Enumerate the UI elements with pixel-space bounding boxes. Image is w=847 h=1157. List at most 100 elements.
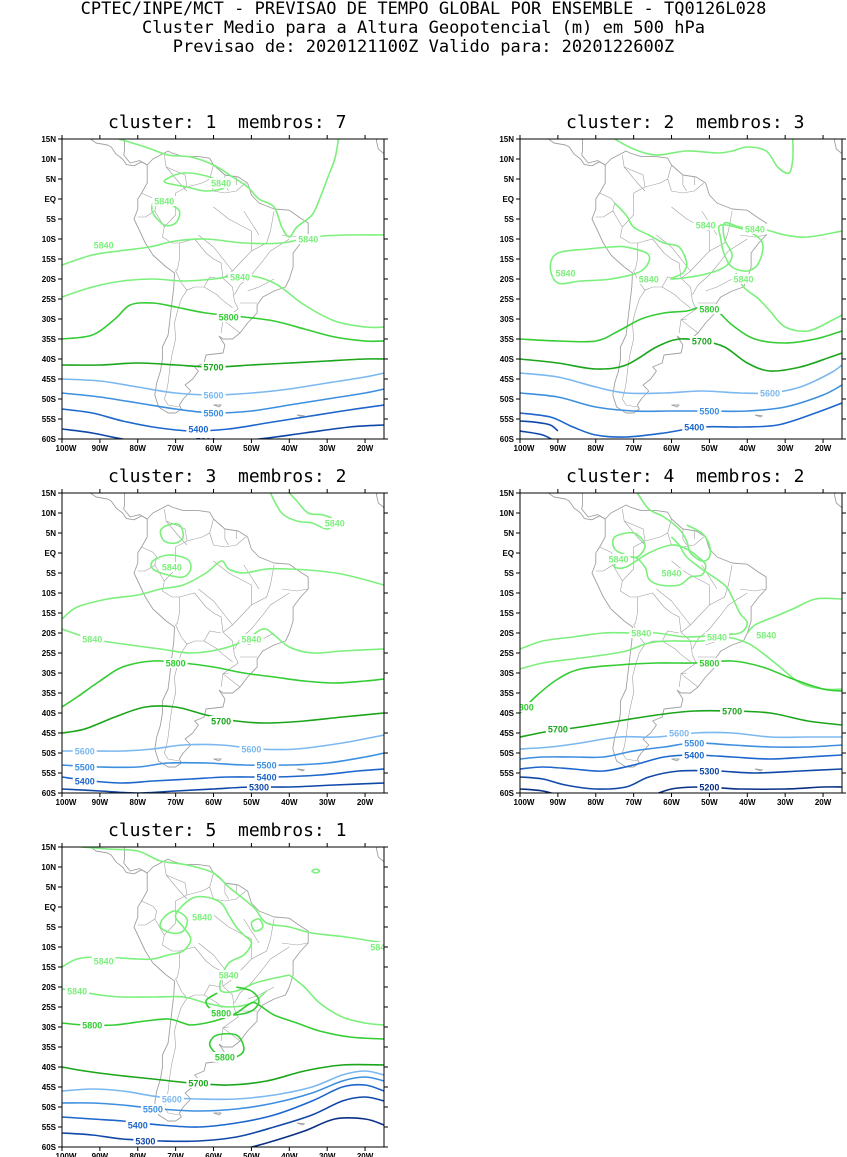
- contour-label: 5500: [699, 406, 719, 416]
- coastline-south-georgia: [296, 768, 305, 772]
- lon-tick-label: 70W: [167, 798, 184, 807]
- lat-tick-label: 10S: [42, 589, 57, 598]
- contour-5840: [62, 895, 290, 994]
- contour-label-bg: [254, 760, 279, 770]
- contour-label-bg: [91, 240, 116, 250]
- contour-5400: [62, 1083, 384, 1128]
- contour-label: 5400: [128, 1120, 148, 1130]
- contour-5840: [62, 234, 384, 266]
- contour-label: 5840: [94, 240, 114, 250]
- contour-label: 5840: [67, 986, 87, 996]
- lat-tick-label: 40S: [42, 709, 57, 718]
- map-frame: [519, 492, 843, 794]
- contour-5600: [520, 364, 842, 395]
- country-border: [633, 597, 638, 626]
- country-border: [661, 286, 691, 309]
- contour-label: 5600: [241, 744, 261, 754]
- contour-5700: [520, 709, 842, 738]
- lat-tick-label: 60S: [500, 789, 515, 798]
- contour-label-bg: [91, 956, 116, 966]
- contour-label-bg: [629, 628, 654, 638]
- lat-tick-label: 45S: [500, 375, 515, 384]
- lat-tick-label: EQ: [44, 549, 56, 558]
- lon-tick-label: 80W: [588, 444, 605, 453]
- contour-5840: [150, 554, 192, 579]
- lat-tick-label: 40S: [42, 1063, 57, 1072]
- contour-5300: [62, 424, 384, 439]
- lat-tick-label: 40S: [500, 709, 515, 718]
- contour-label: 5400: [684, 422, 704, 432]
- lat-tick-label: 5S: [46, 923, 56, 932]
- country-border: [175, 243, 180, 272]
- contour-label: 5800: [215, 1052, 235, 1062]
- lat-tick-label: 5N: [46, 175, 56, 184]
- contour-5200: [248, 1117, 384, 1147]
- contour-label-bg: [72, 762, 97, 772]
- lat-tick-label: 45S: [42, 729, 57, 738]
- lon-tick-label: 20W: [815, 444, 832, 453]
- country-border: [137, 546, 158, 572]
- contour-5840: [717, 223, 764, 272]
- coastline-south-america: [591, 504, 767, 768]
- contour-label-bg: [720, 706, 745, 716]
- country-border: [620, 508, 699, 688]
- contour-5840: [159, 523, 185, 545]
- country-border: [739, 234, 767, 238]
- lat-tick-label: 20S: [42, 983, 57, 992]
- cluster-title: cluster: 1 membros: 7: [108, 112, 347, 133]
- cluster-title: cluster: 3 membros: 2: [108, 466, 347, 487]
- contour-label-bg: [693, 220, 718, 230]
- lat-tick-label: 50S: [500, 395, 515, 404]
- contour-5840: [549, 245, 651, 285]
- contour-label-bg: [193, 436, 218, 439]
- contour-label-bg: [322, 518, 347, 528]
- lon-tick-label: 30W: [319, 1152, 336, 1157]
- contour-5800: [62, 1001, 384, 1040]
- contour-label-bg: [186, 424, 211, 434]
- country-border: [163, 998, 188, 1116]
- contour-label-bg: [216, 970, 241, 980]
- coastline-falklands: [213, 404, 222, 408]
- coastline-south-america: [133, 858, 309, 1122]
- lat-tick-label: 5N: [504, 175, 514, 184]
- lon-tick-label: 20W: [815, 798, 832, 807]
- contour-5200: [62, 1149, 153, 1151]
- contour-5800: [62, 301, 384, 343]
- coastline-south-america: [133, 150, 309, 414]
- contour-5300: [520, 420, 559, 432]
- contour-label: 5840: [162, 562, 182, 572]
- contour-label-bg: [163, 658, 188, 668]
- lat-tick-label: 15S: [500, 609, 515, 618]
- contour-label: 5840: [631, 628, 651, 638]
- lat-tick-label: 10S: [500, 589, 515, 598]
- country-border: [198, 588, 233, 626]
- lon-tick-label: 60W: [205, 798, 222, 807]
- country-border: [595, 546, 616, 572]
- contour-label: 5700: [548, 724, 568, 734]
- country-border: [247, 278, 275, 292]
- country-border: [739, 588, 767, 592]
- lon-tick-label: 20W: [357, 1152, 374, 1157]
- contour-label: 5500: [257, 760, 277, 770]
- contour-5700: [62, 1063, 384, 1086]
- contour-5840: [611, 531, 646, 559]
- lon-tick-label: 40W: [281, 1152, 298, 1157]
- country-border: [163, 290, 188, 408]
- contour-label: 5600: [669, 728, 689, 738]
- contour-label: 5300: [249, 782, 269, 792]
- contour-5800: [62, 660, 384, 708]
- lon-tick-label: 50W: [243, 444, 260, 453]
- lat-tick-label: 10N: [41, 863, 56, 872]
- lat-tick-label: 15N: [41, 489, 56, 498]
- contour-label-bg: [520, 702, 536, 712]
- country-border: [234, 946, 290, 1004]
- contour-5840: [288, 974, 384, 1026]
- contour-label-bg: [659, 568, 684, 578]
- country-border: [595, 192, 616, 218]
- contour-label-bg: [697, 782, 722, 792]
- contour-label-bg: [72, 776, 97, 786]
- country-border: [243, 564, 260, 590]
- country-border: [175, 624, 222, 645]
- lon-tick-label: 100W: [514, 444, 535, 453]
